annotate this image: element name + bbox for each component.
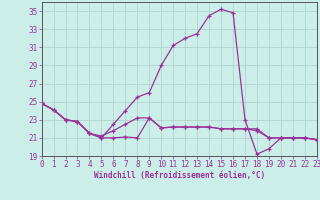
X-axis label: Windchill (Refroidissement éolien,°C): Windchill (Refroidissement éolien,°C) — [94, 171, 265, 180]
